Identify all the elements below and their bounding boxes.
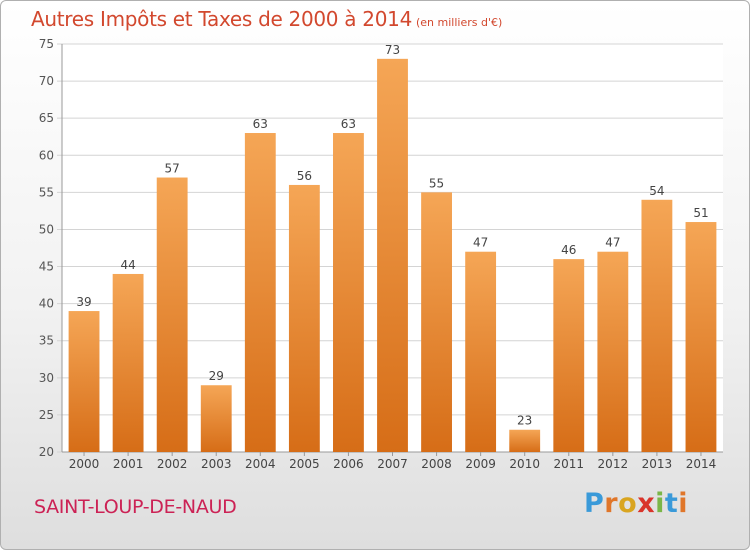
x-tick-label: 2012	[598, 457, 629, 471]
data-label: 56	[297, 169, 312, 183]
data-label: 63	[341, 117, 356, 131]
y-tick-label: 45	[39, 260, 54, 274]
data-label: 47	[605, 236, 620, 250]
x-tick-label: 2003	[201, 457, 232, 471]
data-label: 54	[649, 184, 664, 198]
x-tick-label: 2008	[421, 457, 452, 471]
bar	[509, 429, 541, 452]
bar	[68, 311, 100, 452]
data-label: 23	[517, 414, 532, 428]
bar	[200, 385, 232, 452]
logo-letter: o	[618, 488, 638, 519]
bar	[156, 177, 188, 452]
x-tick-label: 2007	[377, 457, 408, 471]
logo-letter: t	[664, 488, 679, 519]
logo-letter: P	[584, 488, 605, 519]
bar	[244, 133, 276, 452]
data-label: 29	[209, 369, 224, 383]
bar	[641, 199, 673, 452]
y-tick-label: 20	[39, 445, 54, 459]
x-tick-label: 2004	[245, 457, 276, 471]
x-tick-label: 2014	[686, 457, 717, 471]
y-tick-label: 25	[39, 408, 54, 422]
bar	[553, 259, 585, 452]
x-tick-label: 2009	[465, 457, 496, 471]
data-label: 63	[253, 117, 268, 131]
y-tick-label: 75	[39, 37, 54, 51]
x-tick-label: 2010	[509, 457, 540, 471]
y-tick-label: 35	[39, 334, 54, 348]
y-tick-label: 40	[39, 297, 54, 311]
logo-letter: i	[655, 488, 665, 519]
y-tick-label: 60	[39, 148, 54, 162]
bar	[377, 58, 408, 452]
x-tick-label: 2002	[157, 457, 188, 471]
chart-title: Autres Impôts et Taxes de 2000 à 2014 (en…	[31, 7, 502, 31]
bar	[333, 133, 364, 452]
commune-name: SAINT-LOUP-DE-NAUD	[34, 496, 237, 518]
x-tick-label: 2013	[642, 457, 673, 471]
logo-letter: x	[637, 488, 656, 519]
x-tick-label: 2006	[333, 457, 364, 471]
x-tick-label: 2000	[69, 457, 100, 471]
y-tick-label: 70	[39, 74, 54, 88]
logo-letter: i	[678, 488, 689, 519]
y-tick-label: 65	[39, 111, 54, 125]
y-tick-label: 50	[39, 222, 54, 236]
proxiti-logo: Proxiti	[584, 488, 688, 519]
data-label: 73	[385, 43, 400, 57]
bar	[112, 273, 144, 452]
data-label: 57	[165, 162, 180, 176]
y-tick-label: 55	[39, 185, 54, 199]
x-tick-label: 2005	[289, 457, 320, 471]
bar	[597, 251, 629, 452]
bar	[288, 184, 320, 453]
data-label: 51	[693, 206, 708, 220]
data-label: 39	[76, 295, 91, 309]
y-tick-label: 30	[39, 371, 54, 385]
data-label: 44	[120, 258, 135, 272]
x-tick-label: 2001	[113, 457, 144, 471]
x-tick-label: 2011	[553, 457, 584, 471]
logo-letter: r	[604, 488, 619, 519]
bar	[465, 251, 497, 452]
data-label: 46	[561, 243, 576, 257]
data-label: 55	[429, 176, 444, 190]
bar	[685, 222, 717, 452]
bar	[421, 192, 452, 452]
title-unit: (en milliers d'€)	[416, 16, 503, 29]
data-label: 47	[473, 236, 488, 250]
title-text: Autres Impôts et Taxes de 2000 à 2014	[31, 7, 412, 31]
